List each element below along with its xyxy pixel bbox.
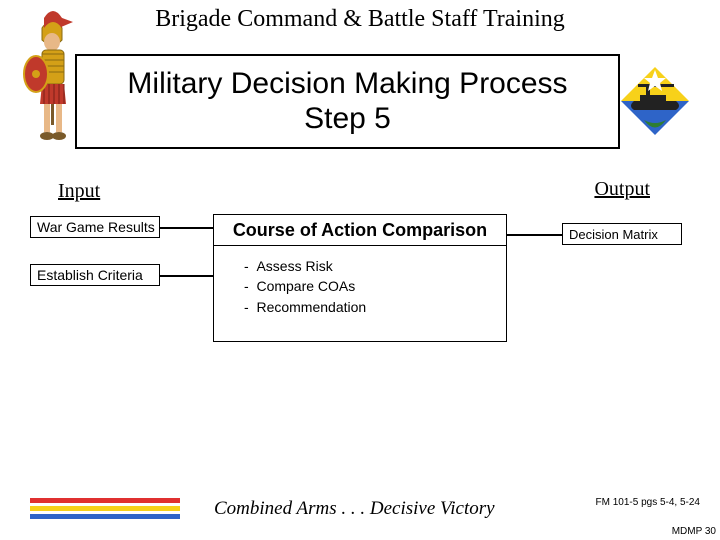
input-box-war-game: War Game Results	[30, 216, 160, 238]
output-heading: Output	[594, 178, 650, 201]
main-title-line1: Military Decision Making Process	[127, 67, 567, 100]
connector-line	[507, 234, 562, 236]
main-title-box: Military Decision Making Process Step 5	[75, 54, 620, 149]
main-title-line2: Step 5	[304, 102, 391, 135]
center-process-body: - Assess Risk - Compare COAs - Recommend…	[213, 246, 507, 342]
center-process-title: Course of Action Comparison	[213, 214, 507, 246]
bullet-item: - Compare COAs	[244, 276, 498, 296]
input-heading: Input	[58, 180, 100, 203]
output-box-decision-matrix: Decision Matrix	[562, 223, 682, 245]
connector-line	[160, 275, 213, 277]
footer-reference: FM 101-5 pgs 5-4, 5-24	[596, 497, 701, 508]
connector-line	[160, 227, 213, 229]
bullet-item: - Recommendation	[244, 297, 498, 317]
flag-stripes-icon	[30, 498, 180, 520]
slide-number: MDMP 30	[672, 526, 716, 537]
armor-division-patch-icon	[616, 62, 694, 140]
input-box-criteria: Establish Criteria	[30, 264, 160, 286]
bullet-item: - Assess Risk	[244, 256, 498, 276]
footer-tagline: Combined Arms . . . Decisive Victory	[214, 498, 495, 520]
slide-root: Brigade Command & Battle Staff Training …	[0, 0, 720, 540]
header-title: Brigade Command & Battle Staff Training	[0, 6, 720, 33]
